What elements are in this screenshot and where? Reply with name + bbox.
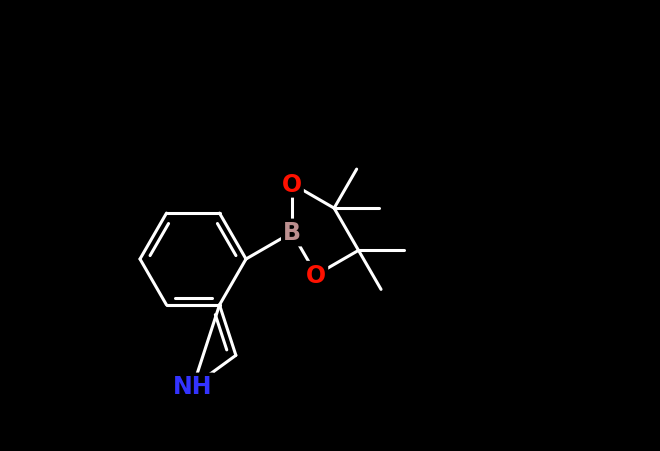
Text: B: B xyxy=(283,221,301,245)
Text: O: O xyxy=(282,172,302,196)
Text: O: O xyxy=(306,263,326,287)
Text: NH: NH xyxy=(173,375,213,399)
